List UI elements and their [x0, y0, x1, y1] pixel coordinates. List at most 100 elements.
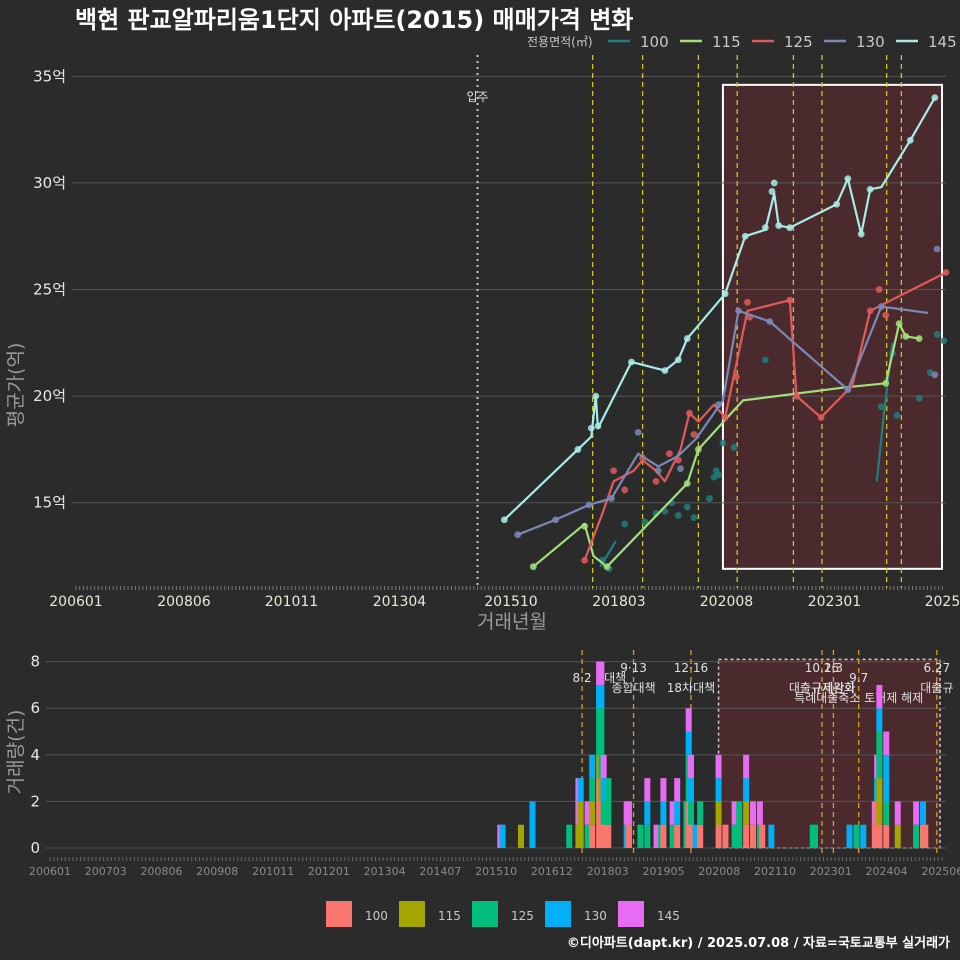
- volume-bar-115: [517, 824, 524, 848]
- volume-bar-100: [660, 824, 667, 848]
- volume-x-tick-label: 201407: [419, 865, 461, 878]
- volume-x-tick-label: 201905: [642, 865, 684, 878]
- policy-date-label: 9.7: [849, 671, 868, 685]
- data-point-100: [915, 394, 923, 402]
- data-point-115: [902, 333, 910, 340]
- policy-name-label: 대책: [604, 670, 626, 685]
- data-point-145: [866, 185, 874, 193]
- data-point-125: [721, 414, 729, 421]
- data-point-145: [857, 230, 865, 238]
- volume-bar-125: [876, 731, 883, 779]
- volume-bar-130: [768, 824, 775, 848]
- volume-bar-145: [894, 801, 901, 825]
- data-point-100: [761, 356, 769, 364]
- x-tick-label: 2025: [925, 594, 960, 610]
- bottom-legend-key-130: [545, 901, 571, 927]
- x-tick-label: 202301: [808, 594, 861, 610]
- volume-bar-130: [743, 778, 750, 802]
- volume-bar-125: [913, 824, 920, 848]
- data-point-115: [895, 320, 903, 328]
- policy-name-label: 18차대책: [667, 680, 715, 695]
- volume-bar-100: [589, 824, 596, 848]
- data-point-130: [514, 531, 522, 539]
- volume-bar-125: [687, 801, 694, 825]
- volume-bar-145: [715, 754, 722, 779]
- volume-bar-125: [731, 824, 738, 848]
- data-point-125: [942, 269, 950, 276]
- volume-bar-125: [812, 824, 819, 848]
- policy-date-label: 10.26: [805, 661, 839, 675]
- volume-bar-125: [669, 824, 676, 848]
- y-tick-label: 25억: [33, 281, 66, 299]
- data-point-145: [768, 188, 776, 195]
- x-tick-label: 201011: [265, 594, 318, 610]
- volume-x-tick-label: 200601: [29, 865, 71, 878]
- x-tick-label: 201803: [592, 594, 645, 610]
- series-115: [529, 320, 923, 571]
- volume-bar-125: [584, 824, 591, 848]
- volume-x-tick-label: 202301: [810, 865, 852, 878]
- policy-name-label: 종합대책: [611, 680, 655, 695]
- data-point-125: [875, 286, 883, 293]
- volume-bar-125: [605, 778, 612, 825]
- data-point-100: [933, 330, 941, 338]
- volume-bar-125: [853, 824, 860, 848]
- data-point-145: [906, 136, 914, 144]
- volume-bar-130: [598, 684, 605, 709]
- legend-label-100: 100: [640, 33, 669, 51]
- bottom-legend-label-100: 100: [365, 909, 388, 923]
- data-point-130: [585, 501, 593, 509]
- highlight-box: [721, 83, 944, 570]
- bottom-legend-label-115: 115: [438, 909, 461, 923]
- data-point-100: [893, 411, 901, 419]
- data-point-100: [690, 514, 698, 522]
- data-point-145: [574, 446, 582, 453]
- volume-bar-130: [687, 778, 694, 802]
- data-point-100: [706, 495, 713, 502]
- volume-bar-130: [674, 801, 681, 825]
- volume-bar-115: [876, 778, 883, 825]
- volume-bar-130: [876, 708, 883, 732]
- policy-date-label: 8·2: [573, 671, 592, 685]
- volume-bar-145: [883, 731, 890, 755]
- volume-bar-145: [584, 801, 591, 825]
- volume-bar-145: [644, 778, 651, 802]
- volume-bar-100: [715, 824, 722, 848]
- price-panel: 15억 20억 25억 30억 35억 200601 200806 201011 201304 2…: [33, 55, 960, 610]
- policy-name-label: 규제완화: [811, 681, 855, 695]
- data-point-130: [607, 495, 615, 502]
- volume-bar-115: [715, 801, 722, 825]
- volume-bar-125: [697, 801, 704, 825]
- data-point-145: [770, 179, 778, 187]
- data-point-125: [793, 392, 800, 400]
- policy-date-label: 12·16: [674, 661, 708, 675]
- data-point-125: [621, 486, 629, 494]
- bottom-legend-label-145: 145: [657, 909, 680, 923]
- volume-bar-145: [750, 801, 757, 825]
- volume-bar-145: [876, 684, 883, 709]
- legend-title: 전용면적(㎡): [527, 35, 593, 49]
- data-point-130: [844, 386, 852, 394]
- volume-bar-145: [913, 801, 920, 825]
- data-point-130: [933, 245, 941, 253]
- volume-bar-100: [722, 824, 729, 848]
- volume-bar-100: [759, 824, 766, 848]
- volume-x-tick-label: 201201: [308, 865, 350, 878]
- volume-bar-130: [860, 824, 867, 848]
- volume-x-tick-label: 201510: [475, 865, 517, 878]
- volume-bar-100: [674, 824, 681, 848]
- volume-x-tick-label: 202008: [698, 865, 740, 878]
- volume-y-tick-label: 6: [30, 699, 40, 717]
- volume-bar-100: [876, 824, 883, 848]
- volume-bar-115: [743, 801, 750, 825]
- data-point-125: [610, 467, 618, 475]
- volume-x-tick-label: 201612: [531, 865, 573, 878]
- x-tick-label: 202008: [700, 594, 753, 610]
- data-point-100: [641, 518, 649, 526]
- volume-bar-145: [669, 801, 676, 825]
- data-point-130: [766, 318, 774, 325]
- movein-label: 입주: [466, 90, 488, 104]
- volume-bar-130: [577, 778, 584, 802]
- data-point-145: [587, 424, 595, 432]
